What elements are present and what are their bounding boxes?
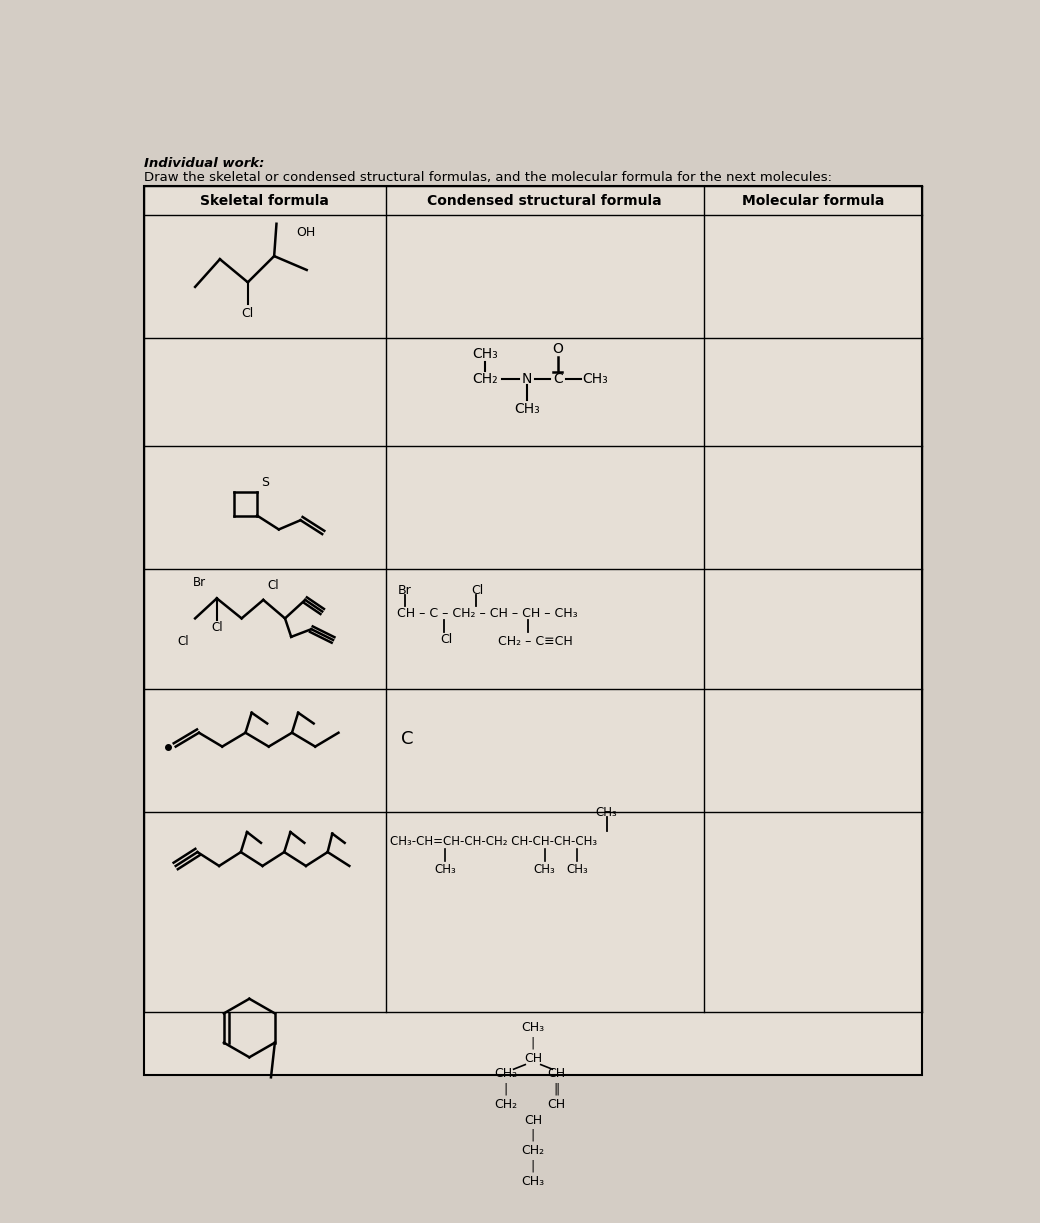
Text: CH₃: CH₃ bbox=[534, 862, 555, 876]
Text: CH₃: CH₃ bbox=[582, 372, 607, 385]
Text: CH₃: CH₃ bbox=[472, 347, 498, 361]
Text: Cl: Cl bbox=[211, 621, 223, 635]
Text: CH₂ – C≡CH: CH₂ – C≡CH bbox=[498, 635, 573, 648]
Text: CH: CH bbox=[524, 1113, 542, 1126]
Text: N: N bbox=[522, 372, 532, 385]
Text: O: O bbox=[552, 342, 564, 356]
Text: CH₃: CH₃ bbox=[521, 1175, 545, 1188]
Text: |: | bbox=[530, 1159, 536, 1173]
Text: CH₂: CH₂ bbox=[494, 1098, 518, 1112]
Text: CH₃: CH₃ bbox=[595, 806, 617, 818]
Text: CH: CH bbox=[547, 1098, 566, 1112]
Text: Condensed structural formula: Condensed structural formula bbox=[427, 193, 661, 208]
Text: Cl: Cl bbox=[440, 634, 452, 647]
Text: Cl: Cl bbox=[241, 307, 254, 320]
Text: CH – C – CH₂ – CH – CH – CH₃: CH – C – CH₂ – CH – CH – CH₃ bbox=[397, 608, 578, 620]
Text: Cl: Cl bbox=[178, 635, 189, 648]
Text: |: | bbox=[503, 1082, 508, 1096]
Text: OH: OH bbox=[295, 226, 315, 240]
Text: Cl: Cl bbox=[471, 585, 484, 597]
Text: Br: Br bbox=[193, 576, 206, 589]
Text: |: | bbox=[530, 1129, 536, 1142]
Text: CH₂: CH₂ bbox=[521, 1145, 545, 1157]
Text: Individual work:: Individual work: bbox=[144, 157, 264, 170]
Text: CH₃: CH₃ bbox=[521, 1021, 545, 1035]
Text: Cl: Cl bbox=[267, 580, 279, 592]
Text: ‖: ‖ bbox=[553, 1082, 560, 1096]
Text: Molecular formula: Molecular formula bbox=[742, 193, 884, 208]
Text: S: S bbox=[261, 476, 269, 489]
Text: CH: CH bbox=[547, 1068, 566, 1080]
Text: C: C bbox=[553, 372, 563, 385]
Text: |: | bbox=[530, 1037, 536, 1049]
Text: CH₂: CH₂ bbox=[494, 1068, 518, 1080]
Text: CH₃: CH₃ bbox=[567, 862, 588, 876]
Text: Br: Br bbox=[397, 585, 411, 597]
Text: Draw the skeletal or condensed structural formulas, and the molecular formula fo: Draw the skeletal or condensed structura… bbox=[144, 171, 832, 183]
Text: C: C bbox=[401, 730, 414, 748]
Text: Skeletal formula: Skeletal formula bbox=[201, 193, 330, 208]
Text: CH₂: CH₂ bbox=[472, 372, 498, 385]
Text: CH₃: CH₃ bbox=[435, 862, 457, 876]
Text: CH₃: CH₃ bbox=[514, 402, 540, 416]
Text: CH: CH bbox=[524, 1052, 542, 1065]
Text: CH₃-CH=CH-CH-CH₂ CH-CH-CH-CH₃: CH₃-CH=CH-CH-CH₂ CH-CH-CH-CH₃ bbox=[390, 835, 597, 848]
